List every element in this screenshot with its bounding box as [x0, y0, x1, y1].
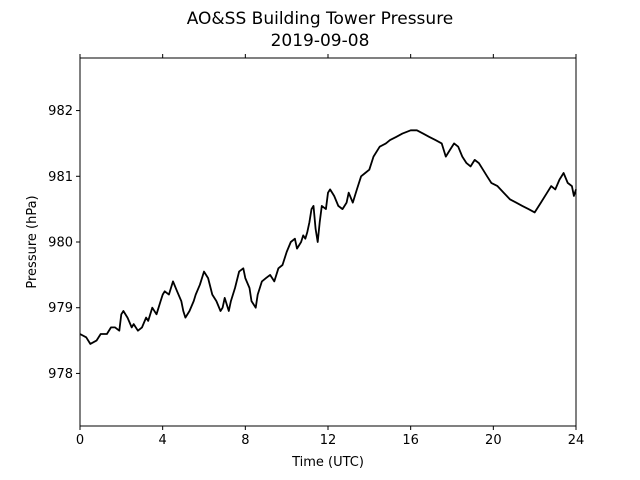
x-tick-label: 24: [568, 433, 585, 448]
y-tick-label: 982: [48, 104, 73, 119]
x-tick-label: 8: [241, 433, 249, 448]
y-tick-label: 981: [48, 170, 73, 185]
x-tick-label: 0: [76, 433, 84, 448]
x-tick-label: 16: [402, 433, 419, 448]
x-axis-ticks: 0 4 8 12 16 20 24: [76, 54, 584, 448]
x-axis-label: Time (UTC): [291, 455, 364, 470]
chart-subtitle: 2019-09-08: [271, 31, 370, 51]
x-tick-label: 20: [485, 433, 502, 448]
y-tick-label: 978: [48, 367, 73, 382]
y-axis-label: Pressure (hPa): [25, 195, 40, 288]
plot-frame: [79, 57, 577, 427]
chart-title: AO&SS Building Tower Pressure: [187, 9, 454, 29]
pressure-series-line: [79, 129, 577, 345]
y-tick-label: 980: [48, 236, 73, 251]
y-axis-ticks: 978 979 980 981 982: [48, 104, 80, 382]
y-tick-label: 979: [48, 301, 73, 316]
x-tick-label: 12: [320, 433, 337, 448]
x-tick-label: 4: [159, 433, 167, 448]
